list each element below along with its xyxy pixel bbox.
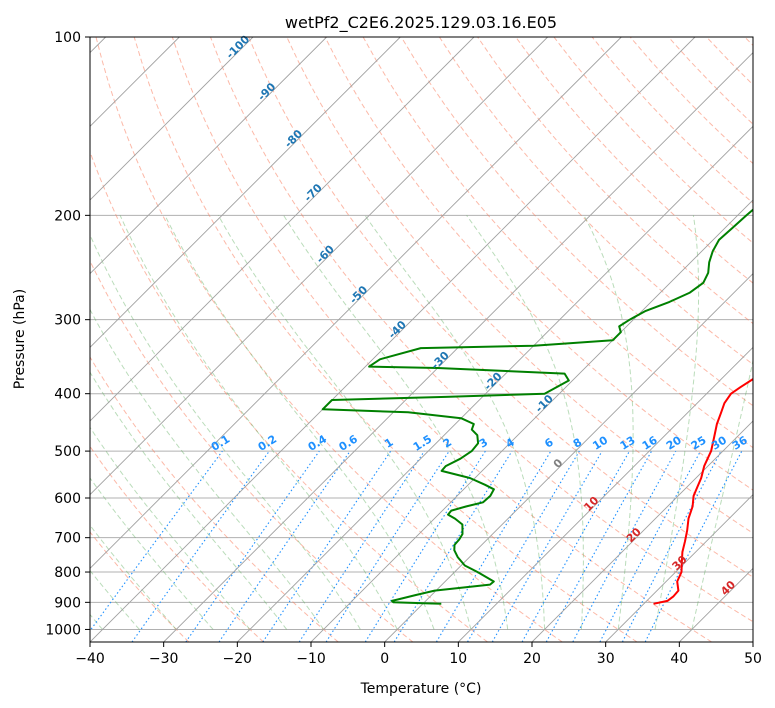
y-tick-label: 900: [54, 595, 81, 611]
moist-adiabat-line: [283, 215, 509, 630]
dry-adiabat-line: [90, 531, 190, 642]
isotherm-line: [90, 37, 401, 348]
x-tick-label: 0: [380, 651, 389, 667]
isotherm-line: [90, 37, 548, 496]
moist-adiabat-line: [217, 215, 472, 630]
y-tick-label: 800: [54, 565, 81, 581]
mixing-ratio-line: [545, 450, 653, 642]
x-tick-label: 30: [597, 651, 615, 667]
moist-adiabat-line: [90, 613, 103, 630]
y-tick-label: 400: [54, 387, 81, 403]
isotherm-line: [90, 37, 327, 275]
isotherm-line: [605, 494, 753, 642]
moist-adiabat-line: [119, 215, 398, 630]
dry-adiabat-line: [438, 37, 753, 366]
moist-adiabat-line: [90, 371, 288, 630]
moist-adiabat-line: [90, 426, 251, 630]
plot-frame: [89, 36, 754, 643]
x-tick-label: 50: [744, 651, 762, 667]
x-tick-label: 20: [523, 651, 541, 667]
mixing-ratio-line: [90, 450, 223, 632]
isotherm-line: [163, 52, 753, 642]
dewpoint-profile-line: [321, 208, 753, 605]
mixing-ratio-line: [572, 450, 677, 642]
y-tick-label: 300: [54, 313, 81, 329]
mixing-ratio-line: [491, 450, 603, 642]
isotherm-line: [237, 125, 753, 642]
dry-adiabat-line: [90, 356, 339, 642]
moist-adiabat-line: [90, 233, 361, 630]
y-tick-label: 500: [54, 444, 81, 460]
moist-adiabat-line: [90, 569, 140, 630]
dry-adiabats: [90, 37, 753, 642]
moist-adiabat-line: [90, 477, 214, 630]
dry-adiabat-line: [133, 37, 638, 642]
skewed-isotherms: [90, 37, 753, 642]
mixing-ratio-line: [599, 450, 701, 642]
isotherm-line: [531, 420, 753, 642]
dry-adiabat-line: [210, 37, 753, 623]
moist-adiabat-line: [466, 215, 584, 630]
x-tick-label: 10: [449, 651, 467, 667]
isotherm-line: [458, 346, 753, 642]
isotherm-line: [90, 37, 696, 642]
isotherm-line: [384, 273, 753, 642]
mixing-ratio-line: [185, 450, 320, 642]
x-tick-label: −20: [223, 651, 253, 667]
y-tick-label: 1000: [45, 622, 81, 638]
grid-lines: [90, 37, 753, 630]
mixing-ratio-line: [325, 450, 450, 642]
y-axis-label: Pressure (hPa): [12, 289, 28, 389]
dry-adiabat-line: [248, 37, 753, 578]
mixing-ratio-line: [644, 450, 743, 642]
plot-background: [90, 37, 753, 642]
series-lines: [321, 208, 753, 605]
mixing-ratio-line: [435, 450, 552, 642]
mixing-ratio-line: [131, 450, 270, 642]
mixing-ratio-line: [467, 450, 580, 642]
y-axis-ticks: 100 200 300 400 500 600 700 800 900 1000: [45, 30, 90, 638]
dry-adiabat-line: [95, 37, 563, 642]
mixing-ratio-line: [218, 450, 351, 642]
x-tick-label: −30: [149, 651, 179, 667]
moist-adiabat-line: [583, 215, 634, 630]
x-tick-label: −40: [75, 651, 105, 667]
dry-adiabat-line: [400, 37, 753, 407]
temperature-profile-line: [653, 377, 753, 605]
y-tick-label: 700: [54, 531, 81, 547]
chart-title: wetPf2_C2E6.2025.129.03.16.E05: [285, 13, 557, 33]
x-tick-label: 40: [670, 651, 688, 667]
isotherm-line: [90, 37, 475, 422]
dry-adiabat-line: [90, 150, 488, 642]
moist-adiabat-line: [90, 308, 324, 630]
isotherm-line: [752, 641, 753, 642]
y-tick-label: 200: [54, 208, 81, 224]
isotherm-line: [90, 37, 254, 201]
dry-adiabat-line: [515, 37, 753, 284]
isotherm-line: [90, 37, 622, 569]
moist-adiabat-line: [90, 524, 177, 630]
dry-adiabat-line: [171, 37, 712, 642]
x-axis-ticks: −40 −30 −20 −10 0 10 20 30 40 50: [75, 642, 762, 667]
dry-adiabat-line: [324, 37, 753, 491]
y-tick-label: 100: [54, 30, 81, 46]
x-tick-label: −10: [296, 651, 326, 667]
y-tick-label: 600: [54, 491, 81, 507]
dry-adiabat-line: [90, 445, 264, 642]
mixing-ratio-line: [262, 450, 392, 642]
x-axis-label: Temperature (°C): [360, 681, 482, 697]
mixing-ratio-line: [298, 450, 425, 642]
